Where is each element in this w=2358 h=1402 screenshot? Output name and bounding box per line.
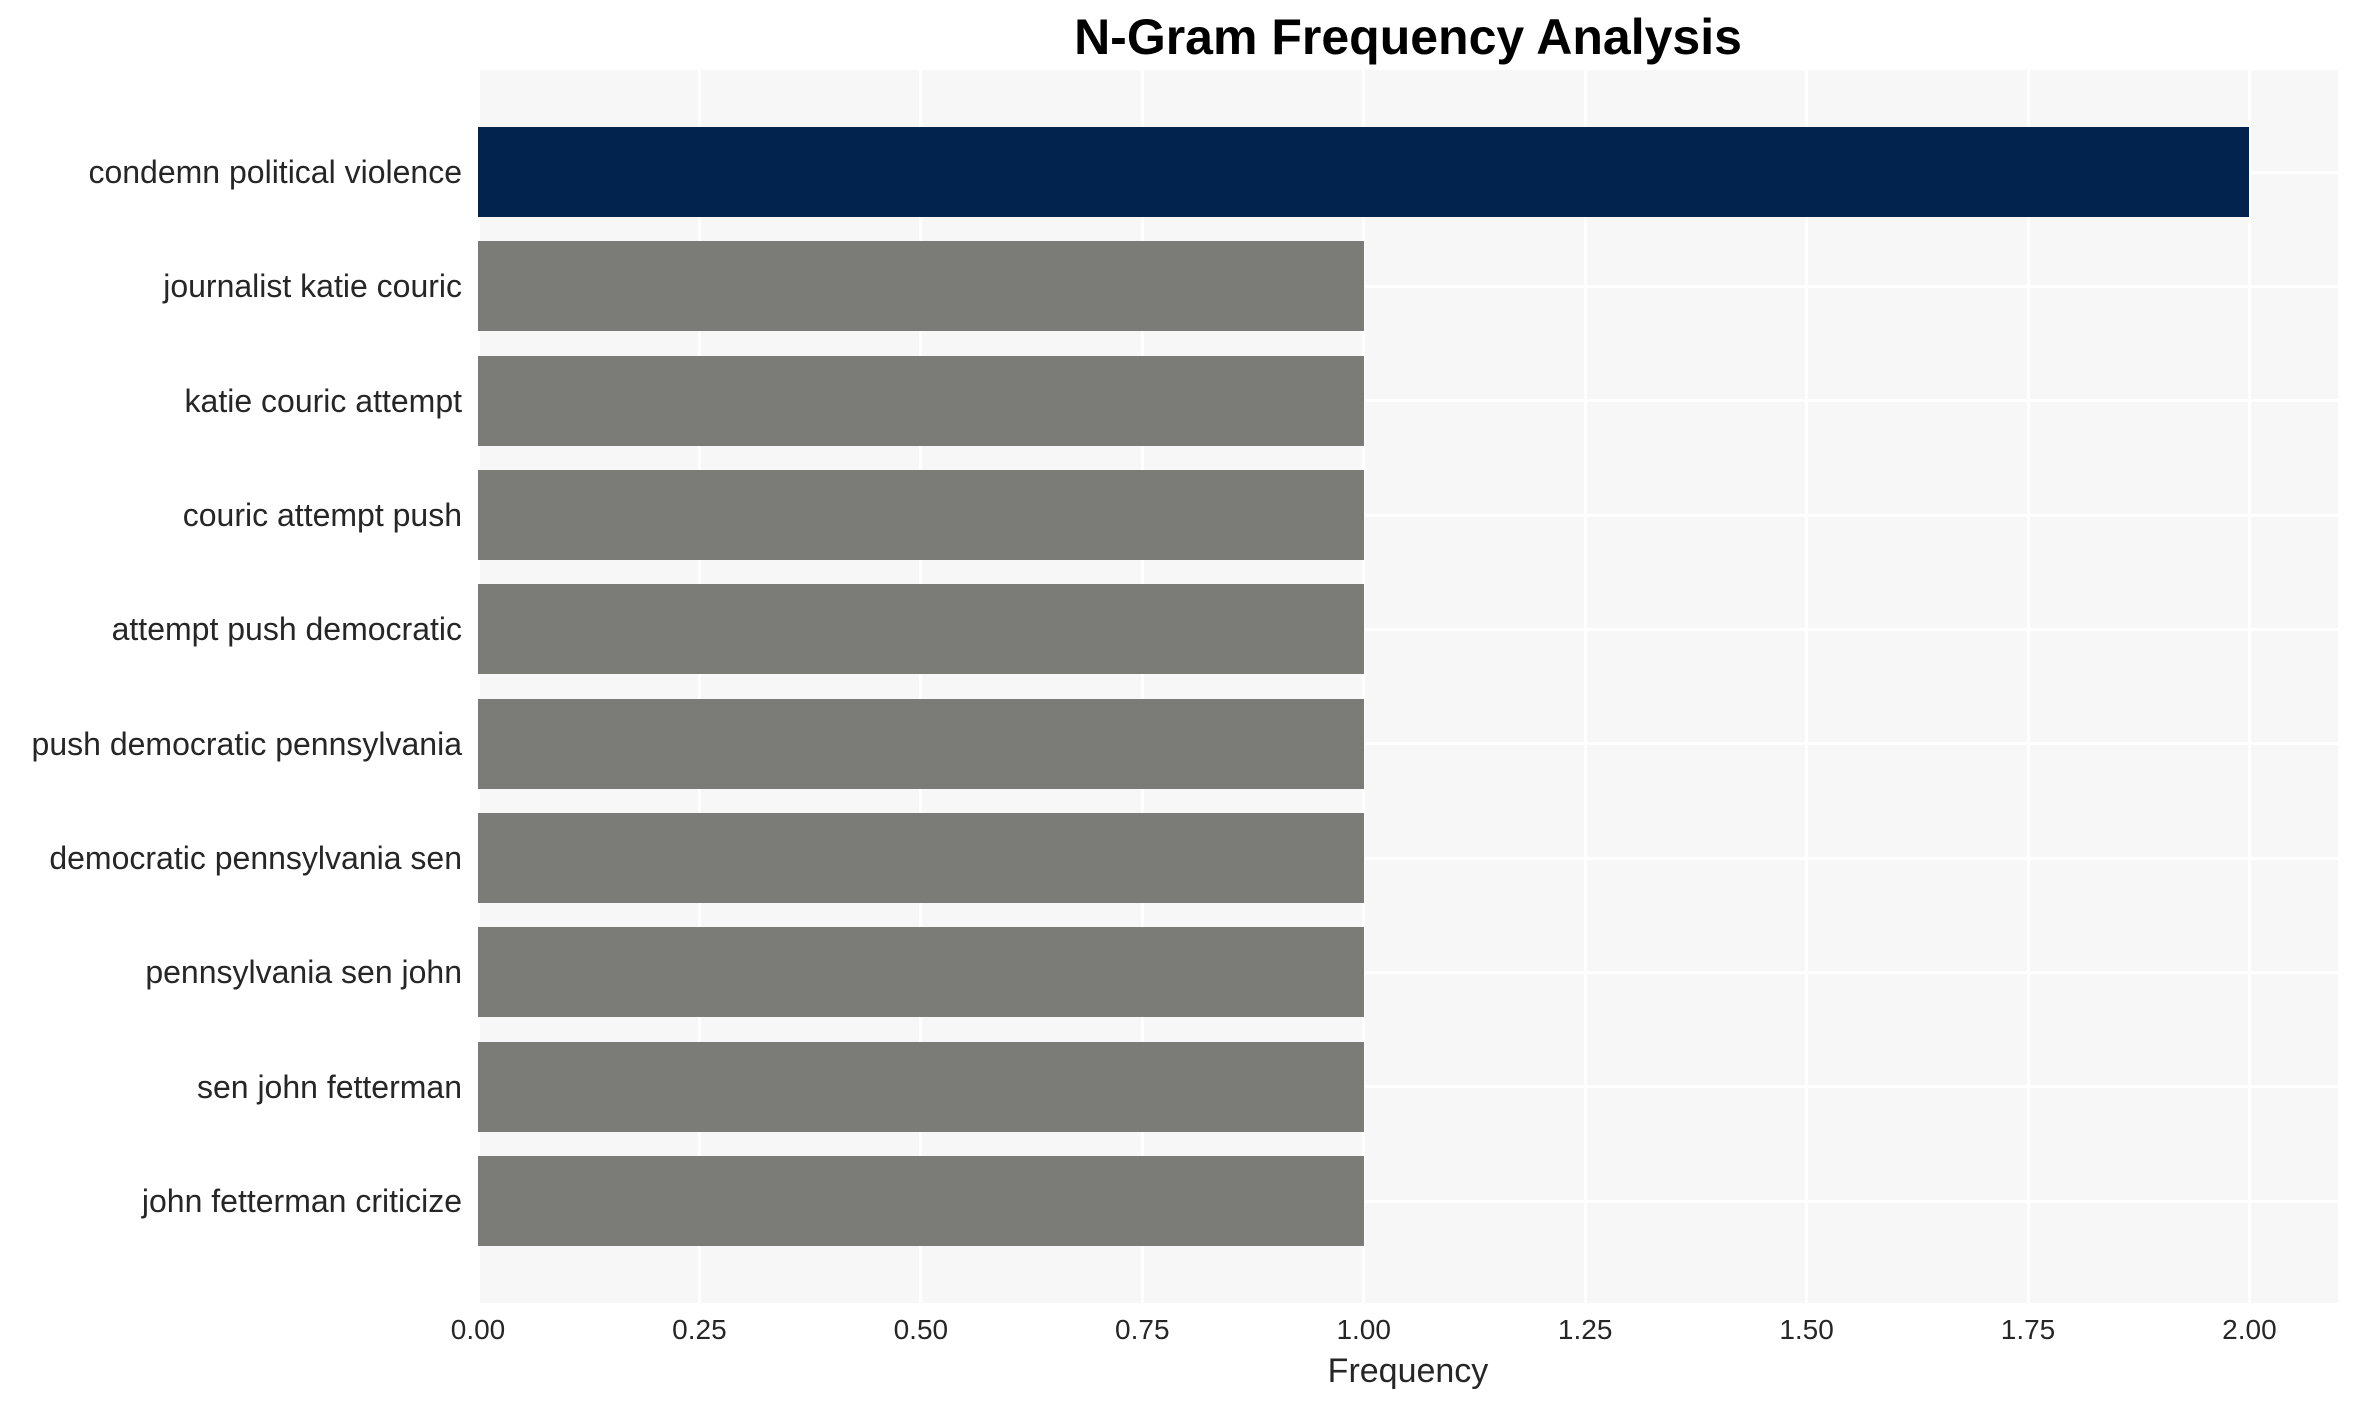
gridline-horizontal xyxy=(478,1199,2338,1203)
x-axis-title: Frequency xyxy=(1327,1352,1489,1390)
x-tick-label: 0.75 xyxy=(1115,1314,1170,1345)
y-tick-label: couric attempt push xyxy=(182,497,462,533)
x-tick-label: 1.75 xyxy=(2000,1314,2056,1345)
y-tick-label: pennsylvania sen john xyxy=(145,954,462,991)
gridline-horizontal xyxy=(478,856,2338,860)
bar-couric-attempt-push xyxy=(478,470,1364,560)
gridline-vertical xyxy=(476,70,480,1303)
chart-title: N-Gram Frequency Analysis xyxy=(1074,9,1742,65)
gridline-vertical xyxy=(2247,70,2251,1303)
gridline-vertical xyxy=(697,70,701,1303)
x-tick-label: 1.00 xyxy=(1336,1314,1391,1345)
gridline-vertical xyxy=(1140,70,1144,1303)
y-tick-label: condemn political violence xyxy=(88,154,462,190)
gridline-horizontal xyxy=(478,742,2338,746)
bar-attempt-push-democratic xyxy=(478,584,1364,675)
x-tick-label: 1.50 xyxy=(1779,1314,1834,1345)
y-tick-label: attempt push democratic xyxy=(111,611,462,648)
bar-sen-john-fetterman xyxy=(478,1041,1364,1132)
gridline-vertical xyxy=(1805,70,1809,1303)
bar-john-fetterman-criticize xyxy=(478,1156,1364,1246)
plot-area xyxy=(476,70,2338,1303)
x-tick-label: 0.00 xyxy=(450,1314,506,1345)
gridline-horizontal xyxy=(478,970,2338,974)
x-axis-ticks: 0.00 0.25 0.50 0.75 1.00 1.25 1.50 1.75 2.00 xyxy=(0,1312,2358,1352)
bar-journalist-katie-couric xyxy=(478,241,1364,332)
bar-push-democratic-pennsylvania xyxy=(478,698,1364,789)
y-tick-label: john fetterman criticize xyxy=(141,1183,462,1219)
gridline-vertical xyxy=(919,70,923,1303)
bar-condemn-political-violence xyxy=(478,127,2250,217)
x-tick-label: 0.25 xyxy=(672,1314,727,1345)
y-tick-label: democratic pennsylvania sen xyxy=(49,840,462,876)
y-tick-label: katie couric attempt xyxy=(184,382,462,419)
gridline-vertical xyxy=(2026,70,2030,1303)
y-tick-label: push democratic pennsylvania xyxy=(31,725,462,762)
gridline-horizontal xyxy=(478,1085,2338,1089)
gridline-horizontal xyxy=(478,627,2338,631)
gridline-vertical xyxy=(1583,70,1587,1303)
x-tick-label: 2.00 xyxy=(2222,1314,2277,1345)
gridline-horizontal xyxy=(478,513,2338,517)
bar-katie-couric-attempt xyxy=(478,355,1364,446)
gridline-horizontal xyxy=(478,284,2338,288)
gridline-horizontal xyxy=(478,399,2338,403)
y-tick-label: journalist katie couric xyxy=(163,268,462,305)
bar-democratic-pennsylvania-sen xyxy=(478,813,1364,903)
x-tick-label: 0.50 xyxy=(893,1314,949,1345)
bar-pennsylvania-sen-john xyxy=(478,927,1364,1018)
x-tick-label: 1.25 xyxy=(1557,1314,1613,1345)
y-tick-label: sen john fetterman xyxy=(196,1068,462,1105)
gridline-vertical xyxy=(1362,70,1366,1303)
y-axis-labels: condemn political violence journalist kat… xyxy=(0,70,462,1303)
